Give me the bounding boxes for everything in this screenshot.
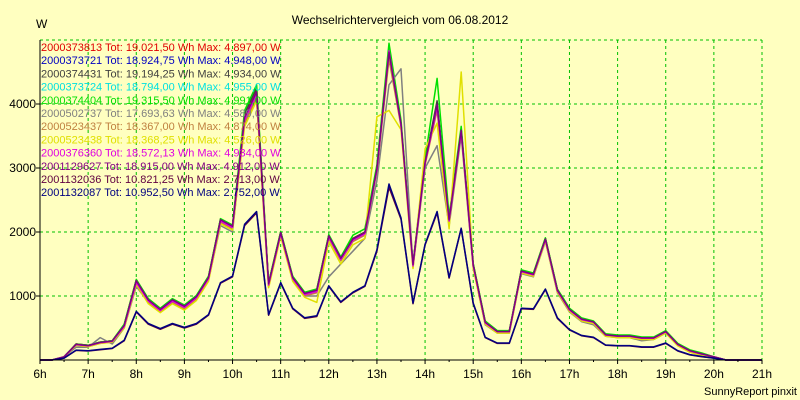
x-tick-label: 18h [608, 367, 628, 381]
legend-entry-11: 2001132036 Tot: 10.821,25 Wh Max: 2.713,… [41, 174, 280, 186]
series-lines [40, 42, 762, 361]
x-tick-label: 13h [367, 367, 387, 381]
x-tick-label: 19h [656, 367, 676, 381]
x-tick-label: 10h [223, 367, 243, 381]
y-tick-label: 3000 [9, 161, 36, 175]
series-line-10 [40, 51, 762, 361]
chart-title: Wechselrichtervergleich vom 06.08.2012 [292, 13, 509, 27]
legend: 2000373813 Tot: 19.021,50 Wh Max: 4.897,… [41, 42, 281, 199]
legend-entry-9: 2000376360 Tot: 18.572,13 Wh Max: 4.934,… [41, 148, 281, 160]
x-tick-label: 15h [463, 367, 483, 381]
y-tick-label: 4000 [9, 97, 36, 111]
axes: 6h 7h 8h 9h 10h 11h 12h 13h 14h 15h 16h 17h 18h 19h 20… [9, 40, 772, 381]
legend-entry-10: 2001129627 Tot: 18.915,00 Wh Max: 4.912,… [41, 161, 280, 173]
footer-credit: SunnyReport pinxit [704, 386, 797, 398]
y-axis-label: W [36, 17, 48, 31]
x-tick-label: 20h [704, 367, 724, 381]
legend-entry-1: 2000373813 Tot: 19.021,50 Wh Max: 4.897,… [41, 42, 281, 54]
legend-entry-12: 2001132087 Tot: 10.952,50 Wh Max: 2.752,… [41, 187, 280, 199]
legend-entry-6: 2000502737 Tot: 17.693,63 Wh Max: 4.589,… [41, 108, 281, 120]
x-tick-label: 14h [415, 367, 435, 381]
x-tick-label: 12h [319, 367, 339, 381]
legend-entry-2: 2000373721 Tot: 18.924,75 Wh Max: 4.948,… [41, 55, 281, 67]
series-line-11 [40, 186, 762, 361]
x-tick-label: 6h [33, 367, 46, 381]
legend-entry-8: 2000523438 Tot: 18.368,25 Wh Max: 4.526,… [41, 134, 281, 146]
y-tick-label: 1000 [9, 289, 36, 303]
y-tick-label: 2000 [9, 225, 36, 239]
x-tick-label: 17h [559, 367, 579, 381]
legend-entry-7: 2000523437 Tot: 18.367,00 Wh Max: 4.874,… [41, 121, 281, 133]
legend-entry-4: 2000373724 Tot: 18.794,00 Wh Max: 4.955,… [41, 82, 281, 94]
legend-entry-3: 2000374431 Tot: 19.194,25 Wh Max: 4.934,… [41, 68, 281, 80]
x-tick-label: 21h [752, 367, 772, 381]
x-tick-label: 7h [81, 367, 94, 381]
x-tick-label: 8h [130, 367, 143, 381]
x-tick-label: 16h [511, 367, 531, 381]
x-tick-label: 9h [178, 367, 191, 381]
series-line-12 [40, 183, 762, 361]
legend-entry-5: 2000374404 Tot: 19.315,50 Wh Max: 4.991,… [41, 95, 281, 107]
grid [40, 39, 763, 360]
x-tick-label: 11h [271, 367, 290, 381]
